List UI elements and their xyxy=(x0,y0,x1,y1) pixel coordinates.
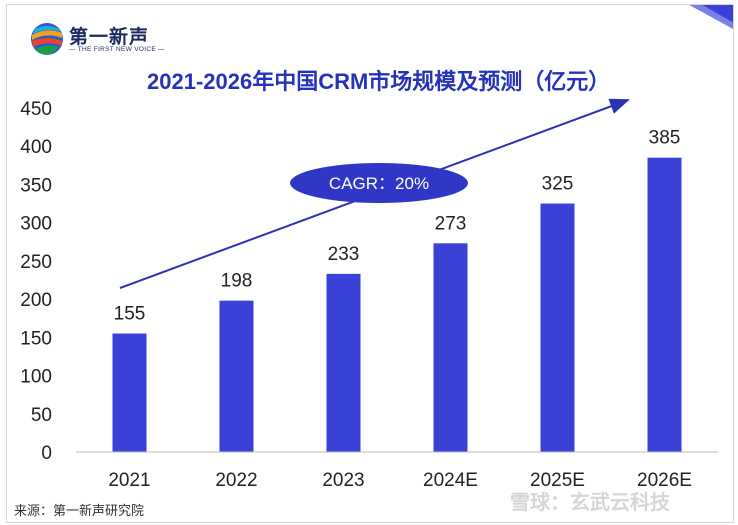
corner-decoration xyxy=(689,5,733,29)
cagr-ellipse xyxy=(290,163,468,203)
x-tick-label: 2026E xyxy=(637,470,692,491)
bar-data-label: 385 xyxy=(649,128,681,149)
y-tick-label: 350 xyxy=(20,175,52,196)
y-tick-label: 250 xyxy=(20,252,52,273)
bar-data-label: 273 xyxy=(435,213,467,234)
y-tick-label: 400 xyxy=(20,137,52,158)
y-tick-label: 100 xyxy=(20,367,52,388)
x-tick-label: 2024E xyxy=(423,470,478,491)
x-tick-label: 2021 xyxy=(108,470,150,491)
watermark: 雪球：玄武云科技 xyxy=(510,492,670,514)
y-tick-label: 200 xyxy=(20,290,52,311)
chart-title: 2021-2026年中国CRM市场规模及预测（亿元） xyxy=(147,69,611,94)
bar-data-labels: 155 198 233 273 325 385 xyxy=(114,128,681,325)
logo-name-en: — THE FIRST NEW VOICE — xyxy=(69,46,165,53)
bar-data-label: 325 xyxy=(542,174,574,195)
bar-data-label: 233 xyxy=(328,244,360,265)
y-tick-label: 150 xyxy=(20,328,52,349)
x-tick-label: 2025E xyxy=(530,470,585,491)
bar xyxy=(540,203,575,452)
logo-name-cn: 第一新声 xyxy=(69,27,150,48)
source-note: 来源：第一新声研究院 xyxy=(14,503,145,518)
y-tick-label: 300 xyxy=(20,214,52,235)
y-axis-ticks: 0 50 100 150 200 250 300 350 400 450 xyxy=(20,99,52,464)
bar xyxy=(326,273,361,452)
bars xyxy=(112,157,682,452)
logo-mark-icon xyxy=(31,23,63,55)
bar-data-label: 155 xyxy=(114,304,146,325)
bar xyxy=(112,333,147,452)
x-tick-label: 2023 xyxy=(322,470,364,491)
bar xyxy=(647,157,682,452)
x-tick-label: 2022 xyxy=(215,470,257,491)
brand-logo: 第一新声 — THE FIRST NEW VOICE — xyxy=(29,21,179,61)
bar-data-label: 198 xyxy=(221,271,253,292)
bar xyxy=(433,243,468,452)
x-axis-ticks: 2021 2022 2023 2024E 2025E 2026E xyxy=(108,470,692,491)
cagr-label: CAGR：20% xyxy=(329,174,429,193)
bar xyxy=(219,300,254,452)
y-tick-label: 50 xyxy=(31,405,52,426)
y-tick-label: 0 xyxy=(41,443,52,464)
y-tick-label: 450 xyxy=(20,99,52,120)
